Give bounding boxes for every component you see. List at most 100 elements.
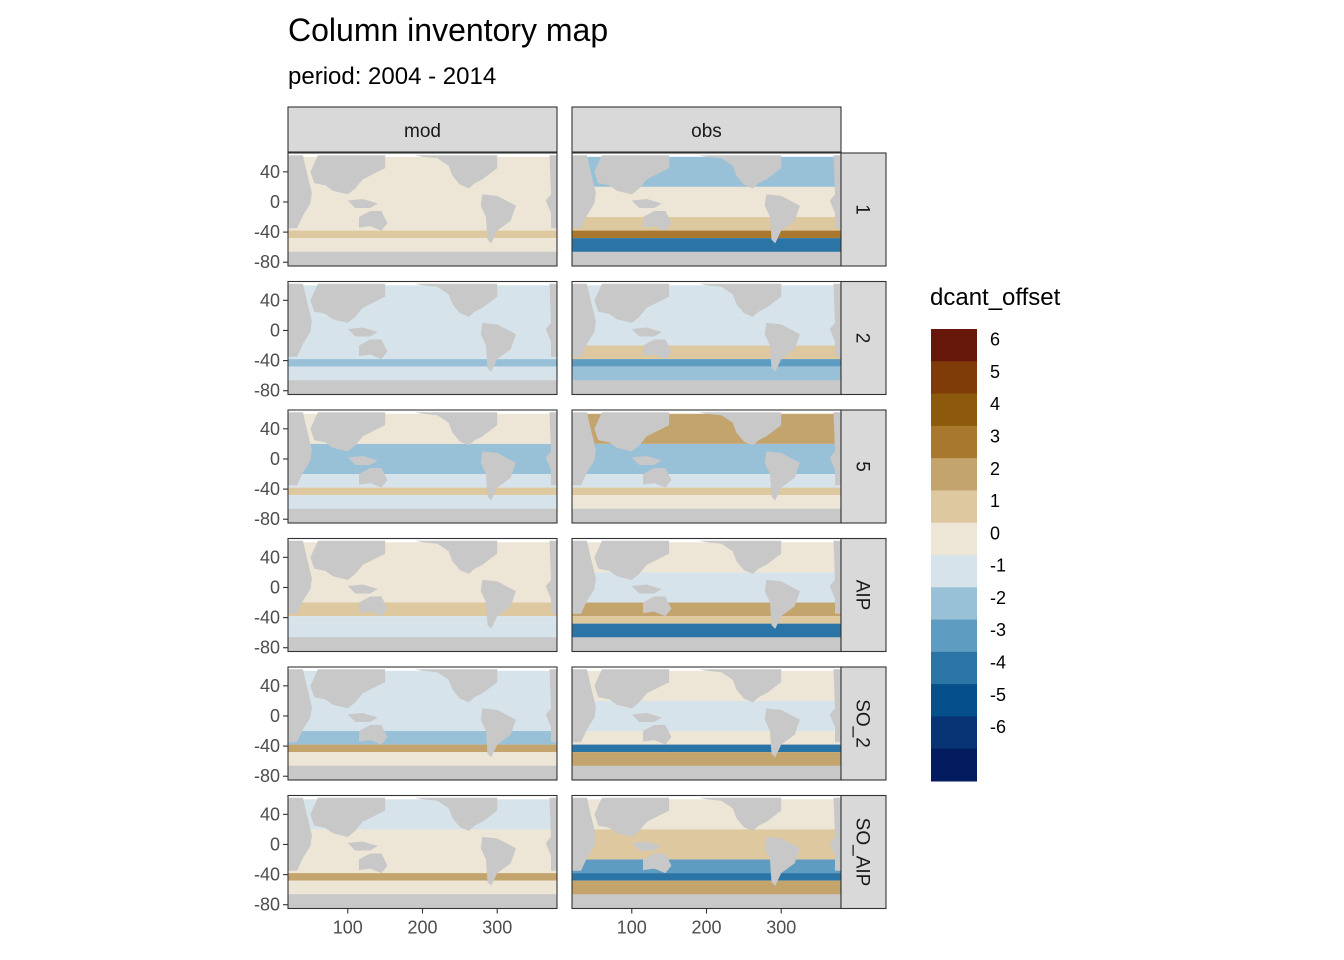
value-band	[288, 186, 557, 218]
land-mask	[288, 283, 312, 357]
land-mask	[415, 155, 498, 189]
land-mask	[829, 283, 841, 357]
land-mask	[829, 412, 841, 486]
legend-label: 2	[990, 459, 1000, 479]
y-tick-label: 0	[270, 320, 280, 340]
land-mask	[572, 283, 596, 357]
land-mask	[699, 540, 782, 574]
x-tick-label: 300	[482, 918, 512, 938]
panel-mod-AIP	[287, 537, 558, 653]
land-mask	[572, 508, 841, 523]
land-mask	[288, 251, 557, 266]
legend-swatch	[931, 684, 977, 717]
value-band	[572, 238, 841, 255]
value-band	[288, 217, 557, 231]
land-mask	[631, 713, 662, 722]
value-band	[288, 859, 557, 874]
land-mask	[347, 841, 378, 851]
facet-strip-SO_AIP	[840, 794, 887, 910]
y-tick-label: -40	[254, 865, 280, 885]
value-band	[572, 345, 841, 360]
land-mask	[347, 713, 378, 722]
land-mask	[594, 540, 670, 580]
y-tick-label: -40	[254, 608, 280, 628]
y-tick-label: -40	[254, 479, 280, 499]
y-tick-label: 40	[260, 547, 280, 567]
land-mask	[310, 412, 386, 452]
land-mask	[288, 540, 312, 614]
value-band	[288, 731, 557, 745]
land-mask	[699, 155, 782, 189]
land-mask	[572, 797, 596, 871]
land-mask	[480, 451, 516, 501]
facet-strip-SO_2	[840, 666, 887, 781]
land-mask	[572, 155, 596, 229]
facet-strip-mod	[287, 106, 558, 153]
legend: dcant_offset 6 5 4 3 2 1 0 -1 -2 -3 -4 -5 -6	[930, 284, 1061, 782]
panel-obs-SO_2	[571, 666, 842, 781]
land-mask	[643, 725, 672, 745]
facet-strip-label: obs	[691, 121, 722, 142]
legend-label: 5	[990, 362, 1000, 382]
land-mask	[572, 765, 841, 780]
legend-swatch	[931, 587, 977, 621]
legend-swatch	[931, 555, 977, 588]
land-mask	[545, 797, 557, 871]
legend-label: -6	[990, 717, 1006, 737]
legend-label: 0	[990, 523, 1000, 543]
land-mask	[288, 155, 312, 229]
facet-strip-label: 1	[852, 204, 873, 215]
value-band	[572, 623, 841, 641]
land-mask	[415, 283, 498, 317]
facet-strip-label: SO_2	[852, 699, 873, 748]
land-mask	[415, 540, 498, 574]
facet-strip-label: AIP	[852, 580, 873, 611]
panel-mod-2	[287, 280, 558, 396]
land-mask	[631, 327, 662, 337]
land-mask	[359, 853, 388, 874]
land-mask	[572, 540, 596, 614]
value-band	[572, 602, 841, 617]
value-band	[572, 572, 841, 603]
value-band	[572, 186, 841, 218]
y-tick-label: 0	[270, 577, 280, 597]
value-band	[288, 487, 557, 496]
land-mask	[288, 797, 312, 871]
land-mask	[631, 841, 662, 851]
land-mask	[594, 797, 670, 837]
panel-mod-5	[287, 409, 558, 524]
value-band	[572, 315, 841, 346]
land-mask	[643, 211, 672, 231]
value-band	[288, 572, 557, 603]
legend-swatch	[931, 716, 977, 750]
value-band	[288, 238, 557, 255]
land-mask	[347, 456, 378, 465]
value-band	[572, 443, 841, 475]
value-band	[288, 623, 557, 641]
value-band	[288, 495, 557, 512]
facet-strip-2	[840, 280, 887, 396]
y-tick-label: -80	[254, 766, 280, 786]
land-mask	[347, 199, 378, 208]
land-mask	[764, 836, 800, 886]
land-mask	[764, 708, 800, 758]
land-mask	[359, 339, 388, 360]
y-tick-label: -80	[254, 509, 280, 529]
land-mask	[643, 468, 672, 488]
value-band	[288, 616, 557, 624]
legend-swatch	[931, 393, 977, 427]
land-mask	[359, 468, 388, 488]
y-tick-label: -80	[254, 381, 280, 401]
legend-swatch	[931, 490, 977, 524]
x-tick-label: 100	[333, 918, 363, 938]
legend-labels: 6 5 4 3 2 1 0 -1 -2 -3 -4 -5 -6	[990, 330, 1006, 737]
y-tick-label: -40	[254, 351, 280, 371]
legend-label: -2	[990, 588, 1006, 608]
legend-label: 4	[990, 394, 1000, 414]
land-mask	[310, 797, 386, 837]
y-tick-label: -40	[254, 736, 280, 756]
land-mask	[699, 669, 782, 703]
land-mask	[699, 797, 782, 831]
panel-mod-SO_AIP	[287, 794, 558, 910]
facet-strip-5	[840, 409, 887, 524]
